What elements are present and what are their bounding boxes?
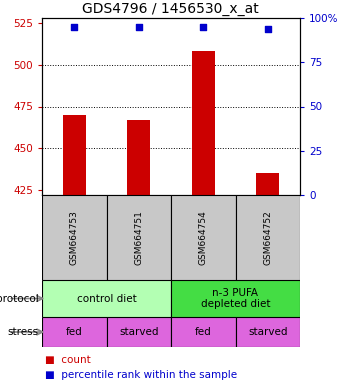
Text: n-3 PUFA
depleted diet: n-3 PUFA depleted diet <box>201 288 270 309</box>
Text: fed: fed <box>66 327 83 337</box>
Bar <box>128 120 150 195</box>
Text: fed: fed <box>195 327 211 337</box>
Bar <box>171 280 300 317</box>
Point <box>201 24 206 30</box>
Bar <box>171 317 236 347</box>
Text: GSM664751: GSM664751 <box>134 210 143 265</box>
Text: GDS4796 / 1456530_x_at: GDS4796 / 1456530_x_at <box>82 2 258 16</box>
Text: starved: starved <box>119 327 158 337</box>
Point <box>71 24 77 30</box>
Bar <box>42 317 106 347</box>
Text: control diet: control diet <box>76 293 136 303</box>
Bar <box>63 115 86 195</box>
Bar <box>236 317 300 347</box>
Text: ■  percentile rank within the sample: ■ percentile rank within the sample <box>46 370 238 380</box>
Bar <box>236 195 300 280</box>
Bar <box>256 173 279 195</box>
Bar <box>42 280 171 317</box>
Text: GSM664753: GSM664753 <box>70 210 79 265</box>
Bar <box>192 51 215 195</box>
Text: GSM664754: GSM664754 <box>199 210 208 265</box>
Text: GSM664752: GSM664752 <box>263 210 272 265</box>
Bar <box>42 195 106 280</box>
Text: ■  count: ■ count <box>46 355 91 365</box>
Text: stress: stress <box>7 327 39 337</box>
Point <box>136 24 141 30</box>
Bar <box>106 195 171 280</box>
Text: protocol: protocol <box>0 293 39 303</box>
Point <box>265 26 271 32</box>
Text: starved: starved <box>248 327 288 337</box>
Bar <box>171 195 236 280</box>
Bar <box>106 317 171 347</box>
